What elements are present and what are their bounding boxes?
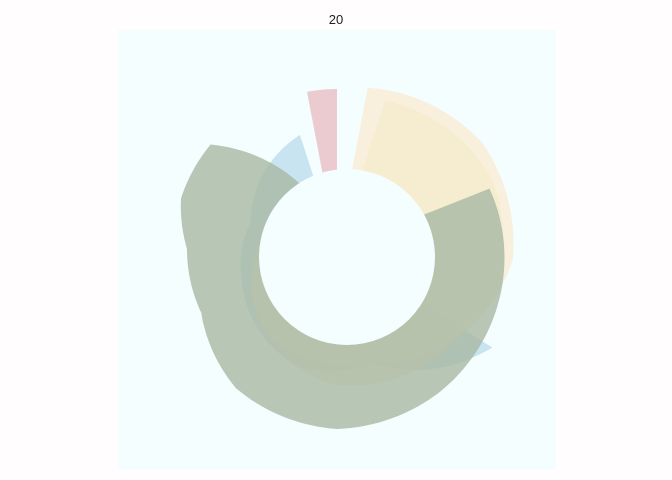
center-hole xyxy=(259,169,435,345)
series-layer xyxy=(180,87,514,429)
chart-title: 20 xyxy=(328,12,344,27)
